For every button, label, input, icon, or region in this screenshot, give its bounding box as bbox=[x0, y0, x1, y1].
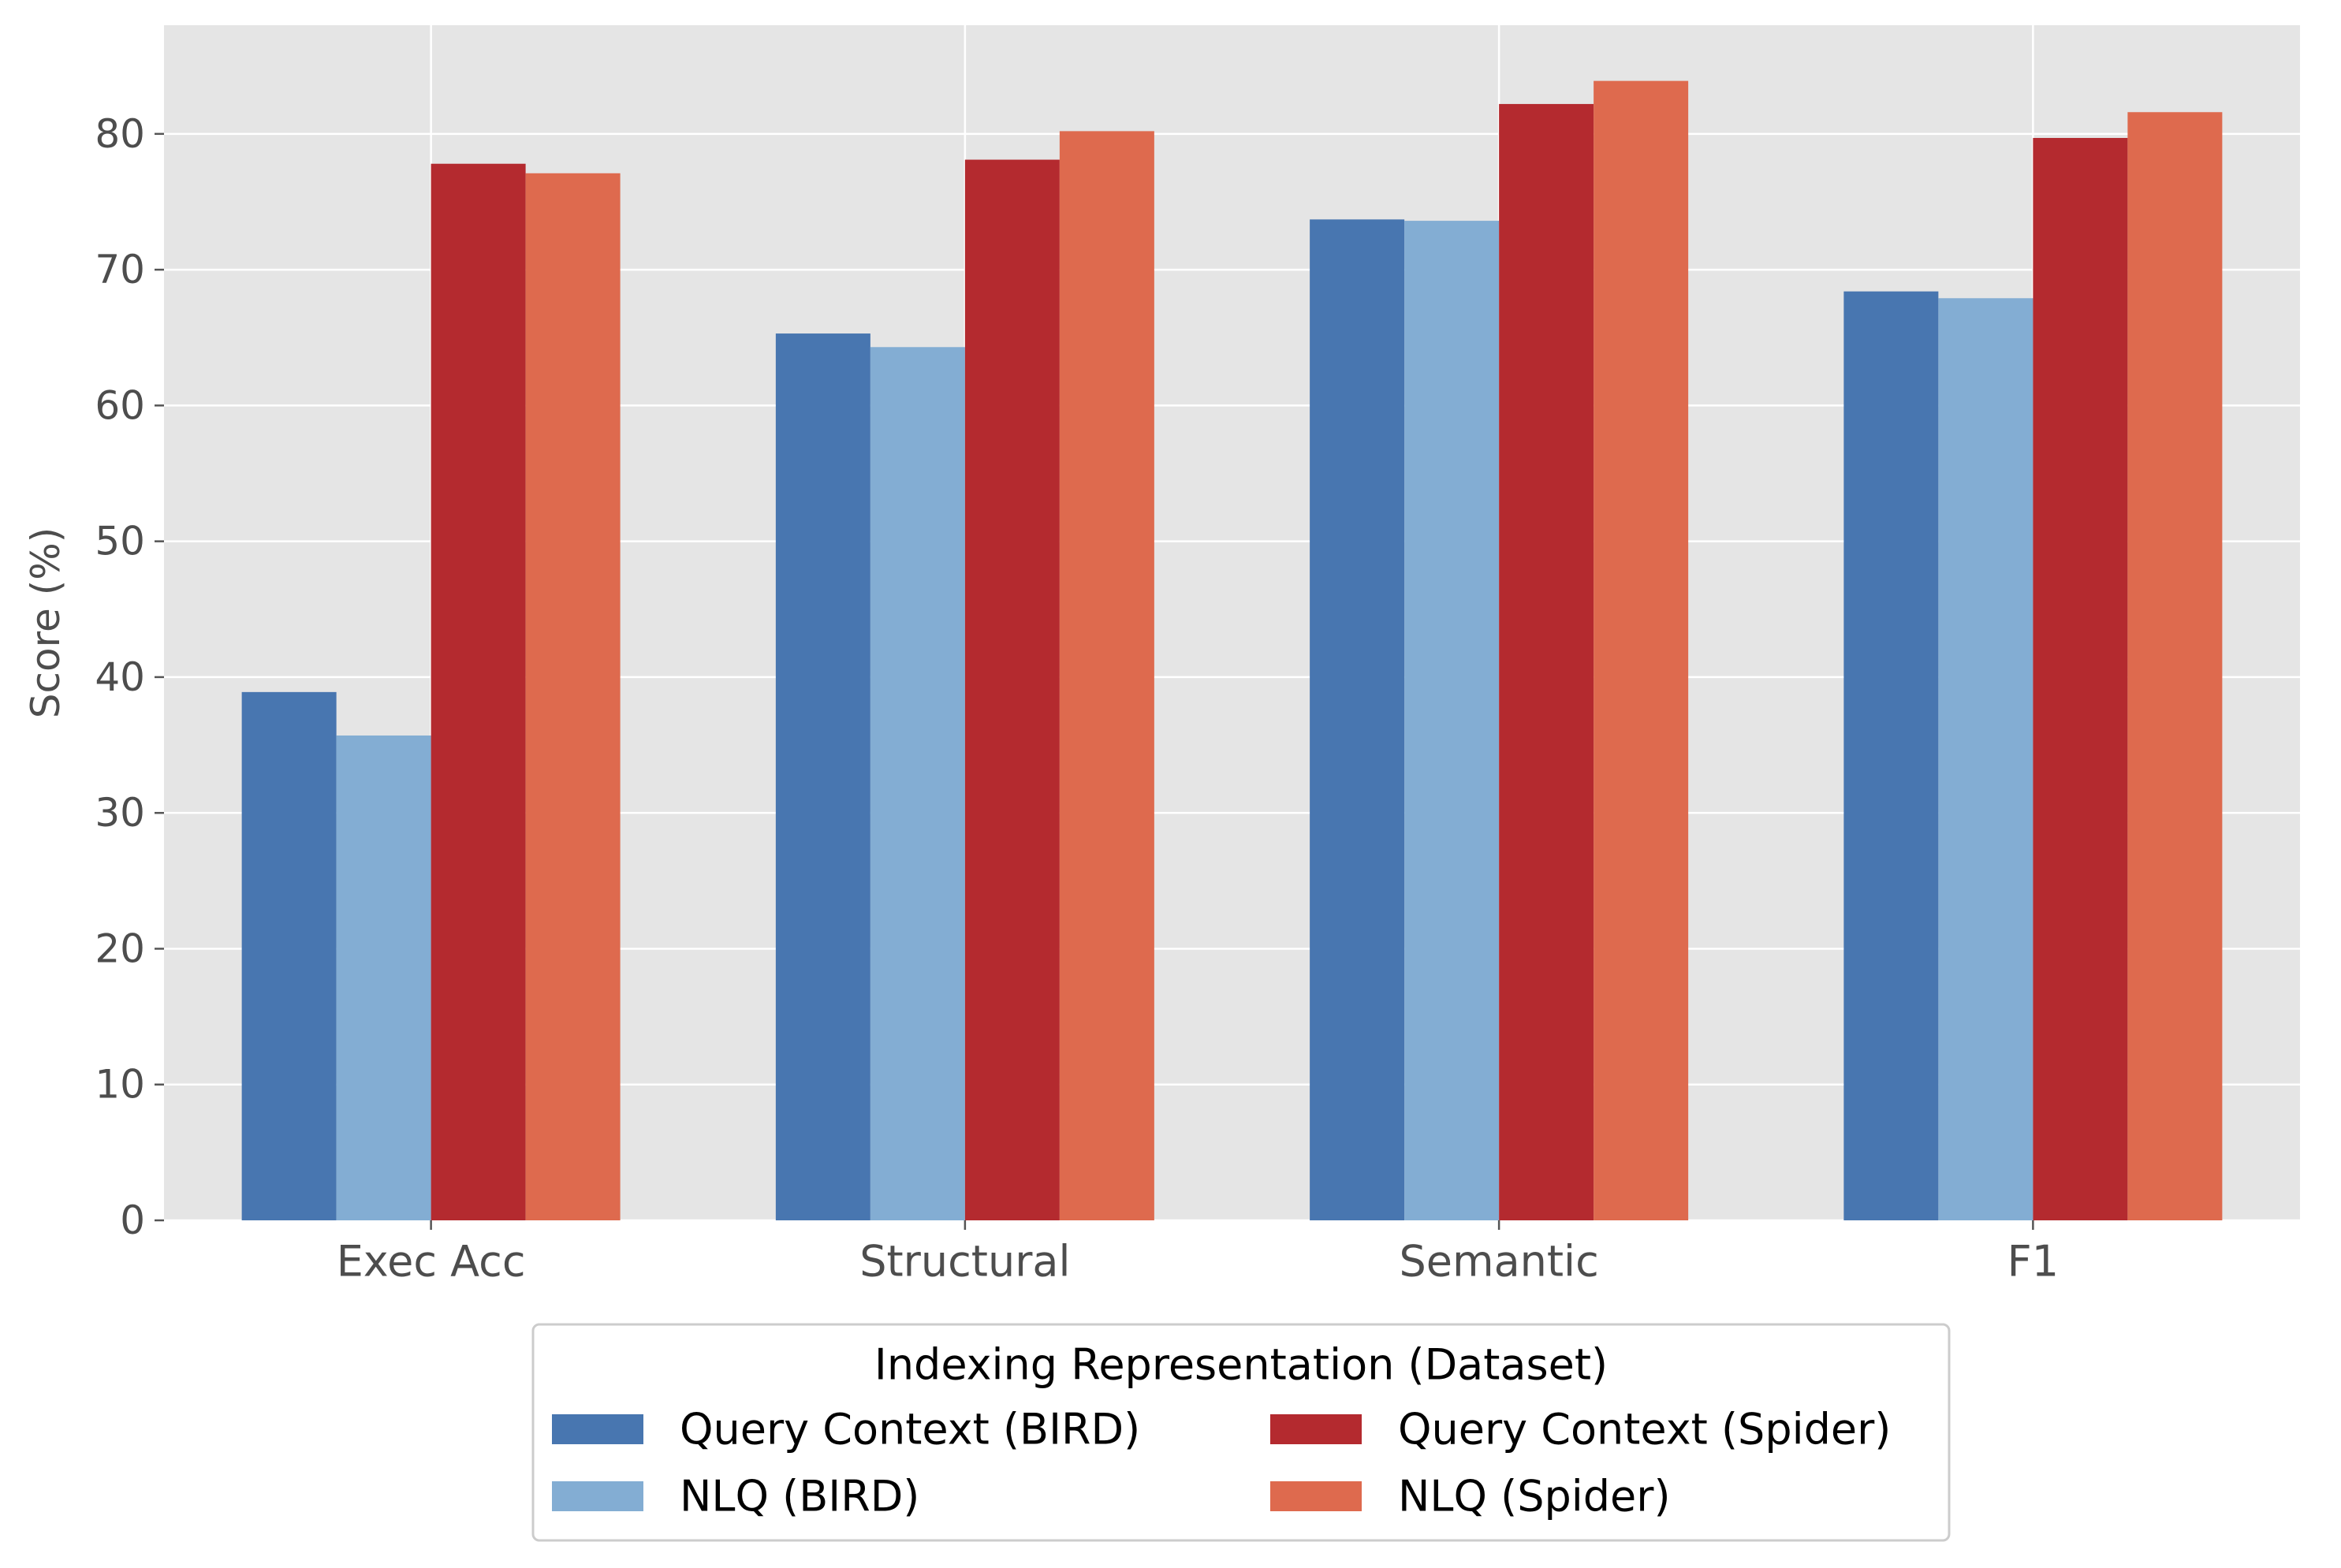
y-tick-label: 10 bbox=[95, 1062, 145, 1108]
y-tick-label: 80 bbox=[95, 111, 145, 157]
y-tick-label: 60 bbox=[95, 382, 145, 428]
legend-swatch bbox=[1270, 1414, 1362, 1444]
bar bbox=[241, 691, 337, 1220]
bar bbox=[1059, 131, 1154, 1221]
bar bbox=[1938, 298, 2033, 1220]
axes: 0 10 20 30 40 50 60 70 80 Exec Acc Structural Seman… bbox=[95, 111, 2059, 1287]
bar bbox=[525, 173, 621, 1221]
legend-label: NLQ (BIRD) bbox=[680, 1472, 919, 1521]
y-tick-label: 70 bbox=[95, 247, 145, 292]
bar bbox=[775, 333, 870, 1220]
x-tick-label: Semantic bbox=[1399, 1237, 1598, 1287]
legend-title: Indexing Representation (Dataset) bbox=[874, 1340, 1608, 1390]
bar bbox=[870, 347, 965, 1220]
y-tick-label: 30 bbox=[95, 790, 145, 836]
legend-label: Query Context (BIRD) bbox=[680, 1405, 1140, 1454]
y-axis-label: Score (%) bbox=[23, 527, 69, 718]
bar bbox=[1310, 219, 1405, 1221]
bar bbox=[431, 163, 526, 1221]
y-tick-label: 0 bbox=[120, 1197, 145, 1243]
y-tick-label: 40 bbox=[95, 654, 145, 700]
bar bbox=[1594, 80, 1689, 1220]
bar bbox=[1843, 291, 1939, 1220]
bar bbox=[2127, 112, 2223, 1221]
legend-swatch bbox=[552, 1481, 643, 1511]
x-tick-label: F1 bbox=[2007, 1237, 2059, 1287]
bar bbox=[964, 159, 1060, 1220]
bar bbox=[336, 735, 431, 1220]
y-tick-label: 50 bbox=[95, 519, 145, 564]
x-tick-label: Structural bbox=[859, 1237, 1070, 1287]
legend-label: Query Context (Spider) bbox=[1398, 1405, 1891, 1454]
legend-swatch bbox=[1270, 1481, 1362, 1511]
legend-label: NLQ (Spider) bbox=[1398, 1472, 1671, 1521]
y-tick-label: 20 bbox=[95, 926, 145, 971]
bar bbox=[2033, 137, 2128, 1221]
x-tick-label: Exec Acc bbox=[337, 1237, 526, 1287]
legend-swatch bbox=[552, 1414, 643, 1444]
bars bbox=[241, 80, 2223, 1221]
legend-box bbox=[531, 1323, 1951, 1542]
legend: Indexing Representation (Dataset) Query … bbox=[531, 1323, 1951, 1542]
bar bbox=[1404, 221, 1500, 1220]
bar bbox=[1499, 103, 1594, 1220]
